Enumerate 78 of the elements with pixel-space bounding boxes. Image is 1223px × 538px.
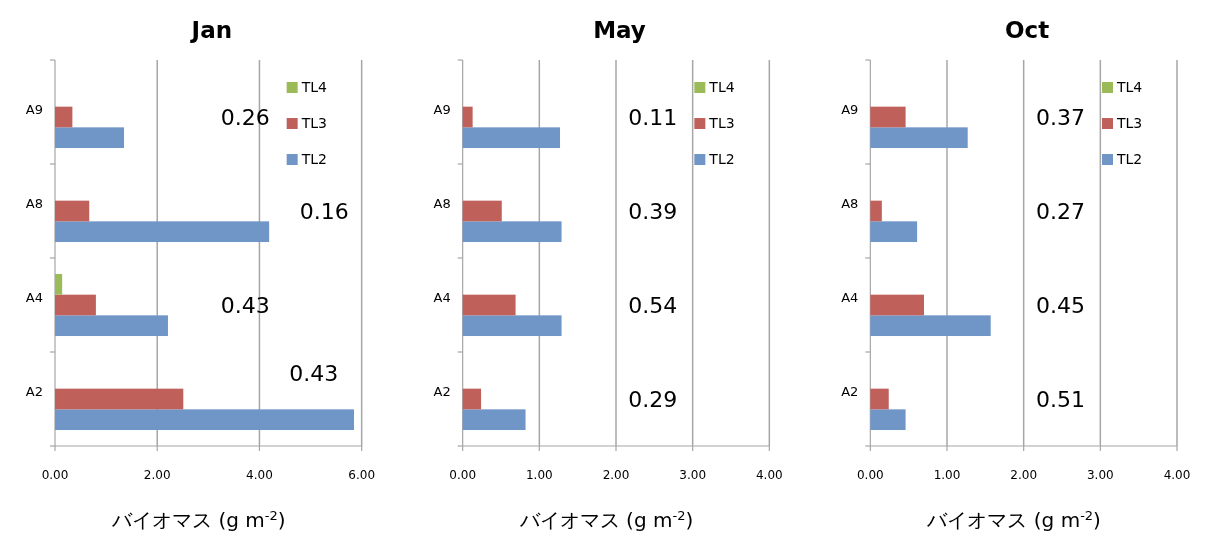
y-tick-label: A8 — [25, 196, 43, 211]
bar — [55, 273, 63, 295]
x-tick-label: 3.00 — [1086, 468, 1114, 482]
legend-label: TL2 — [300, 151, 327, 167]
annotation: 0.39 — [628, 199, 678, 224]
x-tick-label: 2.00 — [143, 468, 171, 482]
annotation: 0.11 — [628, 105, 678, 130]
y-tick-label: A8 — [433, 196, 451, 211]
bar — [870, 294, 924, 316]
y-tick-label: A8 — [841, 196, 859, 211]
y-tick-label: A2 — [25, 384, 43, 399]
y-tick-label: A4 — [25, 290, 43, 305]
bar — [462, 294, 516, 316]
annotation: 0.27 — [1035, 199, 1085, 224]
annotation: 0.43 — [289, 361, 339, 386]
x-tick-label: 0.00 — [856, 468, 884, 482]
x-axis-title: バイオマス (g m$^{-2}$) — [111, 507, 286, 532]
chart-title: Jan — [189, 17, 233, 43]
bar — [462, 221, 562, 243]
bar — [55, 200, 90, 222]
legend-label: TL3 — [300, 115, 327, 131]
y-tick-label: A4 — [841, 290, 859, 305]
legend-label: TL4 — [1116, 79, 1143, 95]
x-tick-label: 1.00 — [525, 468, 553, 482]
bar — [870, 315, 991, 337]
chart-title: May — [593, 17, 646, 43]
y-tick-label: A9 — [25, 102, 43, 117]
bar — [55, 315, 168, 337]
y-tick-label: A4 — [433, 290, 451, 305]
bar — [870, 200, 882, 222]
x-tick-label: 2.00 — [602, 468, 630, 482]
y-tick-label: A9 — [841, 102, 859, 117]
x-tick-label: 2.00 — [1010, 468, 1038, 482]
x-tick-label: 1.00 — [933, 468, 961, 482]
annotation: 0.45 — [1035, 293, 1085, 318]
y-tick-label: A9 — [433, 102, 451, 117]
x-axis-title: バイオマス (g m$^{-2}$) — [926, 507, 1101, 532]
bar — [55, 106, 73, 128]
bar — [870, 127, 968, 149]
annotation: 0.51 — [1035, 387, 1085, 412]
legend-label: TL4 — [708, 79, 735, 95]
annotation: 0.26 — [220, 105, 270, 130]
x-tick-label: 0.00 — [449, 468, 477, 482]
x-axis-title: バイオマス (g m$^{-2}$) — [518, 507, 694, 532]
x-tick-label: 0.00 — [41, 468, 69, 482]
x-tick-label: 3.00 — [679, 468, 707, 482]
annotation: 0.16 — [299, 199, 349, 224]
x-tick-label: 6.00 — [348, 468, 376, 482]
annotation: 0.37 — [1035, 105, 1085, 130]
legend-label: TL4 — [300, 79, 328, 95]
bar — [870, 388, 889, 410]
x-tick-label: 4.00 — [755, 468, 783, 482]
bar — [462, 200, 502, 222]
y-tick-label: A2 — [433, 384, 451, 399]
legend-label: TL3 — [708, 115, 735, 131]
annotation: 0.43 — [220, 293, 270, 318]
bar — [55, 388, 184, 410]
bar — [870, 221, 918, 243]
x-tick-label: 4.00 — [246, 468, 273, 482]
bar — [55, 409, 354, 431]
annotation: 0.54 — [628, 293, 678, 318]
x-tick-label: 4.00 — [1163, 468, 1191, 482]
bar — [55, 294, 96, 316]
bar — [462, 409, 526, 431]
y-tick-label: A2 — [841, 384, 859, 399]
bar — [870, 409, 906, 431]
bar — [870, 106, 906, 128]
chart-title: Oct — [1005, 17, 1050, 43]
bar — [462, 315, 562, 337]
bar — [462, 388, 482, 410]
bar — [55, 221, 270, 243]
bar — [55, 127, 124, 149]
legend-label: TL2 — [1116, 151, 1143, 167]
legend-label: TL3 — [1116, 115, 1143, 131]
bar — [462, 127, 561, 149]
annotation: 0.29 — [628, 387, 678, 412]
bar — [462, 106, 473, 128]
legend-label: TL2 — [708, 151, 735, 167]
